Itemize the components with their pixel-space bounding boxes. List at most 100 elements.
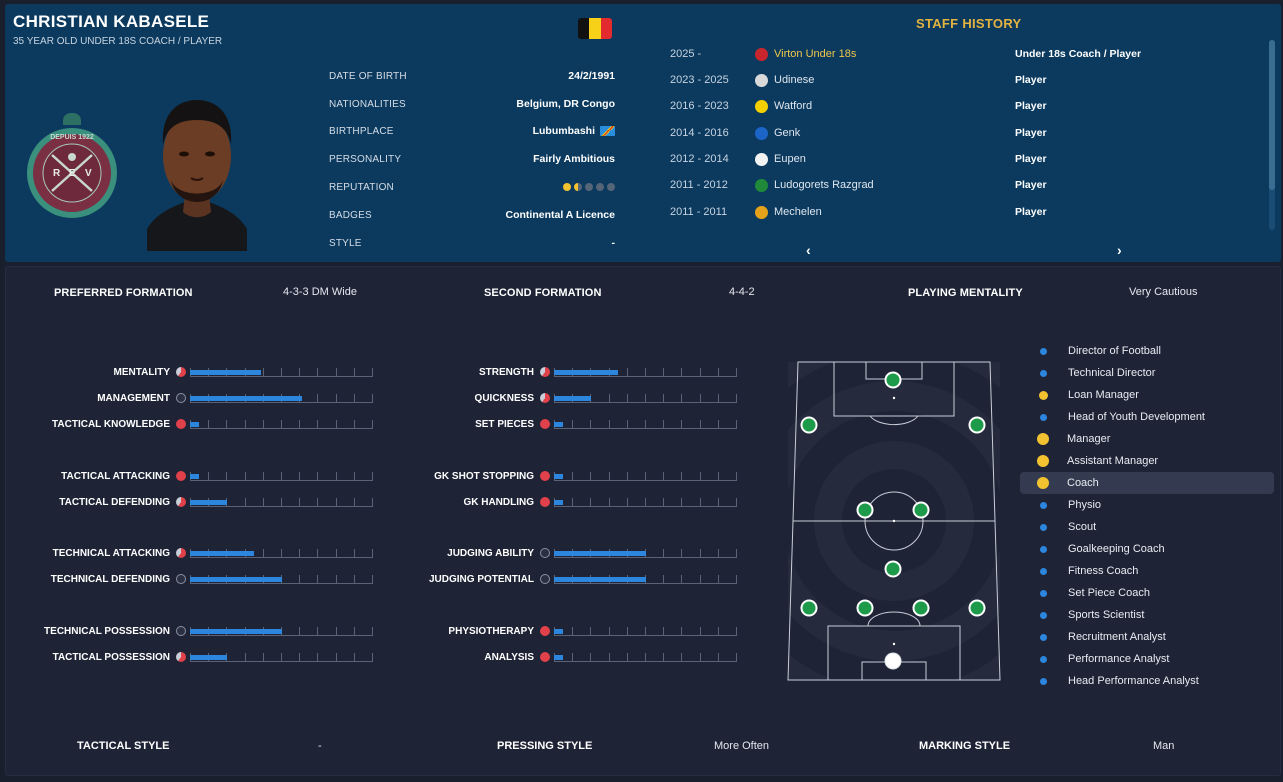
attribute-row[interactable]: TECHNICAL ATTACKING bbox=[53, 546, 376, 560]
role-label[interactable]: Manager bbox=[1067, 433, 1111, 445]
role-item[interactable]: Sports Scientist bbox=[1020, 604, 1274, 626]
attribute-row[interactable]: GK SHOT STOPPING bbox=[434, 469, 740, 483]
history-club[interactable]: Virton Under 18s bbox=[755, 47, 1015, 61]
attribute-row[interactable]: STRENGTH bbox=[479, 365, 740, 379]
history-club[interactable]: Udinese bbox=[755, 73, 1015, 87]
goalkeeper-marker[interactable] bbox=[884, 652, 902, 670]
position-marker[interactable] bbox=[968, 599, 986, 617]
role-label[interactable]: Fitness Coach bbox=[1068, 565, 1139, 577]
club-crest-icon[interactable]: DEPUIS 1922 R E V bbox=[25, 109, 119, 221]
scrollbar-thumb[interactable] bbox=[1269, 40, 1275, 190]
staff-history-row[interactable]: 2014 - 2016 Genk Player bbox=[670, 123, 1250, 143]
history-club-name[interactable]: Eupen bbox=[774, 153, 806, 165]
attribute-bar-fill bbox=[190, 629, 282, 634]
staff-history-row[interactable]: 2012 - 2014 Eupen Player bbox=[670, 149, 1250, 169]
attribute-row[interactable]: MANAGEMENT bbox=[97, 391, 376, 405]
staff-history-row[interactable]: 2016 - 2023 Watford Player bbox=[670, 96, 1250, 116]
bar-tick bbox=[626, 420, 628, 428]
role-item[interactable]: Physio bbox=[1020, 494, 1274, 516]
history-club-name[interactable]: Udinese bbox=[774, 74, 815, 86]
staff-history-row[interactable]: 2011 - 2012 Ludogorets Razgrad Player bbox=[670, 175, 1250, 195]
role-label[interactable]: Director of Football bbox=[1068, 345, 1161, 357]
position-marker[interactable] bbox=[884, 560, 902, 578]
history-club[interactable]: Eupen bbox=[755, 152, 1015, 166]
role-item[interactable]: Recruitment Analyst bbox=[1020, 626, 1274, 648]
attribute-row[interactable]: ANALYSIS bbox=[484, 650, 740, 664]
bar-tick bbox=[317, 472, 319, 480]
history-club[interactable]: Ludogorets Razgrad bbox=[755, 178, 1015, 192]
role-item[interactable]: Technical Director bbox=[1020, 362, 1274, 384]
role-label[interactable]: Performance Analyst bbox=[1068, 653, 1170, 665]
role-item[interactable]: Coach bbox=[1020, 472, 1274, 494]
position-marker[interactable] bbox=[800, 416, 818, 434]
staff-history-scrollbar[interactable] bbox=[1269, 40, 1275, 230]
bar-tick bbox=[736, 368, 737, 376]
history-club-name[interactable]: Mechelen bbox=[774, 206, 822, 218]
formation-pitch[interactable] bbox=[786, 360, 1002, 682]
role-item[interactable]: Manager bbox=[1020, 428, 1274, 450]
history-club-name[interactable]: Virton Under 18s bbox=[774, 48, 857, 60]
attribute-row[interactable]: TACTICAL DEFENDING bbox=[59, 495, 376, 509]
attribute-row[interactable]: PHYSIOTHERAPY bbox=[448, 624, 740, 638]
role-label[interactable]: Head of Youth Development bbox=[1068, 411, 1205, 423]
position-marker[interactable] bbox=[912, 599, 930, 617]
role-label[interactable]: Loan Manager bbox=[1068, 389, 1139, 401]
info-value[interactable]: Belgium, DR Congo bbox=[516, 98, 615, 110]
role-label[interactable]: Technical Director bbox=[1068, 367, 1156, 379]
role-item[interactable]: Director of Football bbox=[1020, 340, 1274, 362]
attribute-row[interactable]: TECHNICAL POSSESSION bbox=[44, 624, 376, 638]
attribute-row[interactable]: JUDGING ABILITY bbox=[447, 546, 740, 560]
attribute-bar bbox=[190, 471, 373, 481]
position-marker[interactable] bbox=[800, 599, 818, 617]
role-item[interactable]: Head of Youth Development bbox=[1020, 406, 1274, 428]
history-club-name[interactable]: Watford bbox=[774, 100, 813, 112]
role-item[interactable]: Goalkeeping Coach bbox=[1020, 538, 1274, 560]
staff-history-row[interactable]: 2025 - Virton Under 18s Under 18s Coach / … bbox=[670, 44, 1250, 64]
position-marker[interactable] bbox=[968, 416, 986, 434]
role-item[interactable]: Scout bbox=[1020, 516, 1274, 538]
role-label[interactable]: Recruitment Analyst bbox=[1068, 631, 1166, 643]
role-item[interactable]: Head Performance Analyst bbox=[1020, 670, 1274, 692]
prev-page-arrow-icon[interactable]: ‹ bbox=[806, 242, 811, 258]
attribute-label: ANALYSIS bbox=[484, 651, 534, 663]
info-row-date-of-birth: DATE OF BIRTH 24/2/1991 bbox=[329, 66, 615, 86]
role-item[interactable]: Set Piece Coach bbox=[1020, 582, 1274, 604]
next-page-arrow-icon[interactable]: › bbox=[1117, 242, 1122, 258]
role-label[interactable]: Head Performance Analyst bbox=[1068, 675, 1199, 687]
attribute-row[interactable]: JUDGING POTENTIAL bbox=[429, 572, 740, 586]
history-club-name[interactable]: Ludogorets Razgrad bbox=[774, 179, 874, 191]
attribute-row[interactable]: TACTICAL POSSESSION bbox=[53, 650, 376, 664]
role-label[interactable]: Sports Scientist bbox=[1068, 609, 1145, 621]
position-marker[interactable] bbox=[912, 501, 930, 519]
history-club[interactable]: Mechelen bbox=[755, 205, 1015, 219]
role-label[interactable]: Coach bbox=[1067, 477, 1099, 489]
role-label[interactable]: Assistant Manager bbox=[1067, 455, 1159, 467]
attribute-row[interactable]: GK HANDLING bbox=[463, 495, 740, 509]
role-label[interactable]: Physio bbox=[1068, 499, 1102, 511]
staff-history-row[interactable]: 2011 - 2011 Mechelen Player bbox=[670, 202, 1250, 222]
attribute-bar-fill bbox=[190, 474, 200, 479]
attribute-row[interactable]: TACTICAL ATTACKING bbox=[61, 469, 376, 483]
position-marker[interactable] bbox=[856, 599, 874, 617]
role-label[interactable]: Goalkeeping Coach bbox=[1068, 543, 1165, 555]
role-item[interactable]: Fitness Coach bbox=[1020, 560, 1274, 582]
birthplace-value[interactable]: Lubumbashi bbox=[532, 125, 595, 137]
position-marker[interactable] bbox=[884, 371, 902, 389]
role-item[interactable]: Loan Manager bbox=[1020, 384, 1274, 406]
attribute-row[interactable]: TECHNICAL DEFENDING bbox=[51, 572, 376, 586]
role-item[interactable]: Assistant Manager bbox=[1020, 450, 1274, 472]
star-icon bbox=[563, 183, 571, 191]
attribute-row[interactable]: TACTICAL KNOWLEDGE bbox=[52, 417, 376, 431]
role-item[interactable]: Performance Analyst bbox=[1020, 648, 1274, 670]
staff-history-row[interactable]: 2023 - 2025 Udinese Player bbox=[670, 70, 1250, 90]
position-marker[interactable] bbox=[856, 501, 874, 519]
history-club[interactable]: Watford bbox=[755, 99, 1015, 113]
attribute-row[interactable]: MENTALITY bbox=[114, 365, 376, 379]
attribute-row[interactable]: QUICKNESS bbox=[475, 391, 740, 405]
bar-tick bbox=[317, 394, 319, 402]
history-club[interactable]: Genk bbox=[755, 126, 1015, 140]
role-label[interactable]: Set Piece Coach bbox=[1068, 587, 1150, 599]
history-club-name[interactable]: Genk bbox=[774, 127, 801, 139]
attribute-row[interactable]: SET PIECES bbox=[475, 417, 740, 431]
role-label[interactable]: Scout bbox=[1068, 521, 1097, 533]
